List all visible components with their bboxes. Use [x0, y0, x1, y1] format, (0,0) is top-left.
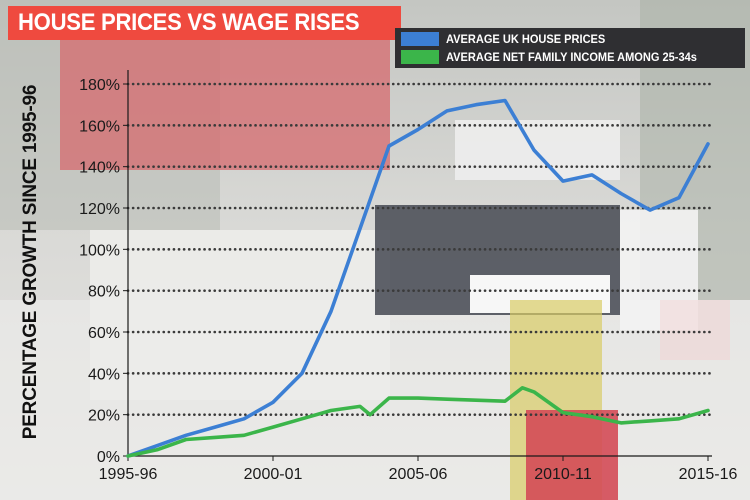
legend-label-income: AVERAGE NET FAMILY INCOME AMONG 25-34s [446, 50, 697, 64]
y-axis-title: PERCENTAGE GROWTH SINCE 1995-96 [20, 84, 41, 440]
chart-title: HOUSE PRICES VS WAGE RISES [18, 9, 360, 36]
legend-item-house-prices: AVERAGE UK HOUSE PRICES [401, 30, 739, 48]
x-tick-label-2000: 2000-01 [244, 466, 303, 483]
legend: AVERAGE UK HOUSE PRICES AVERAGE NET FAMI… [395, 28, 745, 68]
y-tick-label-180: 180% [79, 77, 120, 94]
x-tick-label-2010: 2010-11 [534, 466, 592, 483]
y-tick-label-160: 160% [79, 118, 120, 135]
y-tick-label-40: 40% [88, 366, 120, 383]
y-tick-label-20: 20% [88, 408, 120, 425]
legend-swatch-income [401, 50, 439, 64]
legend-label-house-prices: AVERAGE UK HOUSE PRICES [446, 32, 606, 46]
y-tick-label-60: 60% [88, 325, 120, 342]
series-line-house-prices [126, 98, 710, 458]
legend-swatch-house-prices [401, 32, 439, 46]
y-tick-label-100: 100% [79, 242, 120, 259]
x-tick-label-1995: 1995-96 [99, 466, 158, 483]
y-tick-label-80: 80% [88, 284, 120, 301]
title-banner: HOUSE PRICES VS WAGE RISES [8, 6, 401, 40]
x-tick-label-2015: 2015-16 [679, 466, 738, 483]
legend-item-income: AVERAGE NET FAMILY INCOME AMONG 25-34s [401, 48, 739, 66]
y-tick-label-0: 0% [97, 449, 120, 466]
y-tick-label-120: 120% [79, 201, 120, 218]
x-tick-label-2005: 2005-06 [389, 466, 448, 483]
y-tick-label-140: 140% [79, 160, 120, 177]
series-line-income [126, 386, 710, 458]
